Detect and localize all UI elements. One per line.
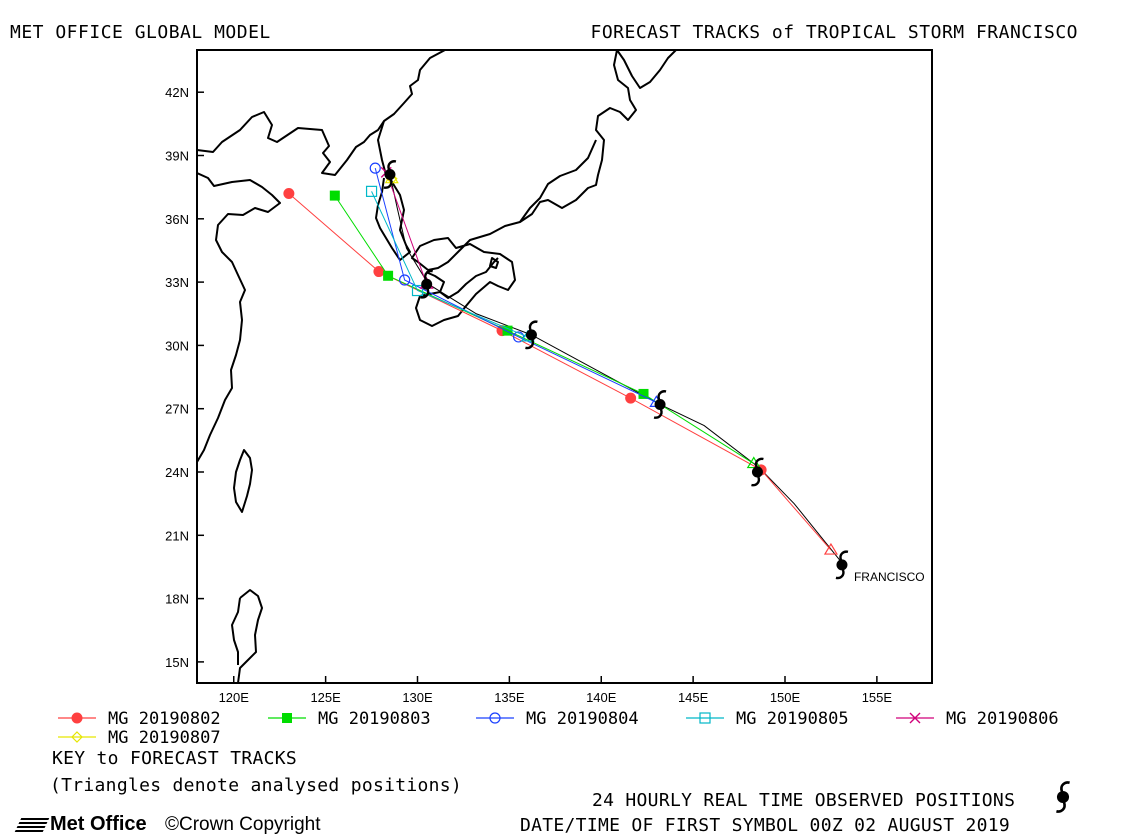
analysed-position-triangle — [823, 542, 838, 555]
key-note: (Triangles denote analysed positions) — [50, 775, 463, 796]
first-symbol-datetime: DATE/TIME OF FIRST SYMBOL 00Z 02 AUGUST … — [520, 815, 1011, 836]
forecast-track-mg-20190804 — [369, 162, 664, 407]
storm-symbol-arm — [754, 457, 764, 468]
storm-symbol-arm — [1060, 781, 1070, 792]
storm-symbol-arm — [1056, 802, 1066, 813]
storm-symbol-arm — [424, 269, 433, 280]
storm-symbol — [383, 160, 397, 189]
x-tick-label: 150E — [770, 690, 801, 705]
forecast-track-line — [334, 195, 755, 464]
storm-symbol-arm — [835, 569, 845, 580]
storm-symbol-icon — [1056, 781, 1070, 813]
storm-symbol-core — [654, 398, 666, 410]
x-tick-label: 155E — [862, 690, 893, 705]
copyright-notice: ©Crown Copyright — [165, 814, 321, 835]
x-tick-label: 120E — [219, 690, 250, 705]
forecast-track-line — [288, 193, 832, 551]
legend-item: MG 20190803 — [268, 709, 431, 729]
model-title: MET OFFICE GLOBAL MODEL — [10, 22, 271, 43]
chart-title: FORECAST TRACKS of TROPICAL STORM FRANCI… — [590, 22, 1078, 43]
track-point — [71, 731, 83, 743]
track-point — [282, 713, 292, 723]
storm-symbol-core — [525, 329, 537, 341]
track-point — [71, 712, 83, 724]
storm-symbol — [751, 457, 764, 487]
storm-symbol — [835, 550, 849, 580]
storm-symbol-arm — [387, 160, 397, 170]
legend-label: MG 20190802 — [108, 709, 221, 729]
observed-track-line — [389, 174, 841, 561]
plot-frame — [196, 49, 933, 684]
logo-text: Met Office — [50, 813, 147, 835]
storm-symbol-arm — [383, 179, 393, 189]
legend-item: MG 20190807 — [58, 728, 221, 748]
storm-symbol-core — [384, 168, 396, 180]
y-tick-label: 36N — [165, 212, 189, 227]
y-tick-label: 30N — [165, 338, 189, 353]
y-tick-label: 18N — [165, 592, 189, 607]
y-tick-label: 21N — [165, 528, 189, 543]
y-tick-label: 15N — [165, 655, 189, 670]
y-tick-label: 39N — [165, 149, 189, 164]
storm-symbol — [420, 269, 433, 299]
storm-symbol-arm — [420, 288, 430, 299]
met-office-logo: Met Office — [14, 813, 147, 836]
x-tick-label: 145E — [678, 690, 709, 705]
track-point — [369, 162, 381, 174]
storm-symbol-arm — [525, 339, 535, 350]
legend-label: MG 20190804 — [526, 709, 639, 729]
storm-symbol-arm — [653, 409, 663, 419]
legend-label: MG 20190805 — [736, 709, 849, 729]
track-point — [489, 712, 501, 724]
legend-item: MG 20190802 — [58, 709, 221, 729]
storm-symbol-core — [1056, 790, 1070, 804]
track-point — [383, 270, 394, 281]
key-title: KEY to FORECAST TRACKS — [52, 748, 298, 769]
storm-symbol — [653, 390, 667, 419]
storm-symbol-arm — [751, 476, 761, 487]
x-tick-label: 140E — [586, 690, 617, 705]
forecast-track-line — [385, 172, 428, 285]
met-office-logo-icon — [14, 817, 50, 832]
storm-symbol-core — [751, 466, 763, 478]
track-point — [365, 185, 378, 197]
forecast-track-mg-20190803 — [329, 190, 761, 469]
coastline-map — [197, 50, 677, 683]
track-point — [399, 274, 411, 286]
x-tick-label: 130E — [402, 690, 433, 705]
track-point — [329, 190, 340, 201]
storm-symbol — [525, 320, 538, 350]
legend-label: MG 20190806 — [946, 709, 1059, 729]
forecast-track-line — [374, 168, 657, 403]
legend-item: MG 20190804 — [476, 709, 639, 729]
storm-symbol-arm — [657, 390, 667, 400]
storm-symbol — [1056, 781, 1070, 813]
track-point — [638, 388, 649, 399]
y-tick-label: 42N — [165, 85, 189, 100]
observed-positions-note: 24 HOURLY REAL TIME OBSERVED POSITIONS — [592, 790, 1016, 811]
storm-symbol-core — [421, 278, 433, 290]
track-point — [502, 325, 513, 336]
x-tick-label: 135E — [494, 690, 525, 705]
storm-name-label: FRANCISCO — [854, 570, 925, 584]
forecast-track-mg-20190805 — [365, 185, 535, 342]
legend-label: MG 20190803 — [318, 709, 431, 729]
forecast-track-line — [371, 191, 528, 338]
legend-item: MG 20190805 — [686, 709, 849, 729]
track-point — [283, 187, 295, 199]
track-point — [411, 284, 424, 297]
storm-symbol-arm — [839, 550, 849, 561]
storm-symbol-arm — [528, 320, 538, 331]
track-point — [625, 392, 637, 404]
y-tick-label: 27N — [165, 402, 189, 417]
legend-item: MG 20190806 — [896, 709, 1059, 729]
y-tick-label: 33N — [165, 275, 189, 290]
legend-label: MG 20190807 — [108, 728, 221, 748]
storm-symbol-core — [836, 559, 848, 571]
x-tick-label: 125E — [310, 690, 341, 705]
track-point — [909, 712, 921, 724]
y-tick-label: 24N — [165, 465, 189, 480]
track-point — [699, 712, 711, 724]
